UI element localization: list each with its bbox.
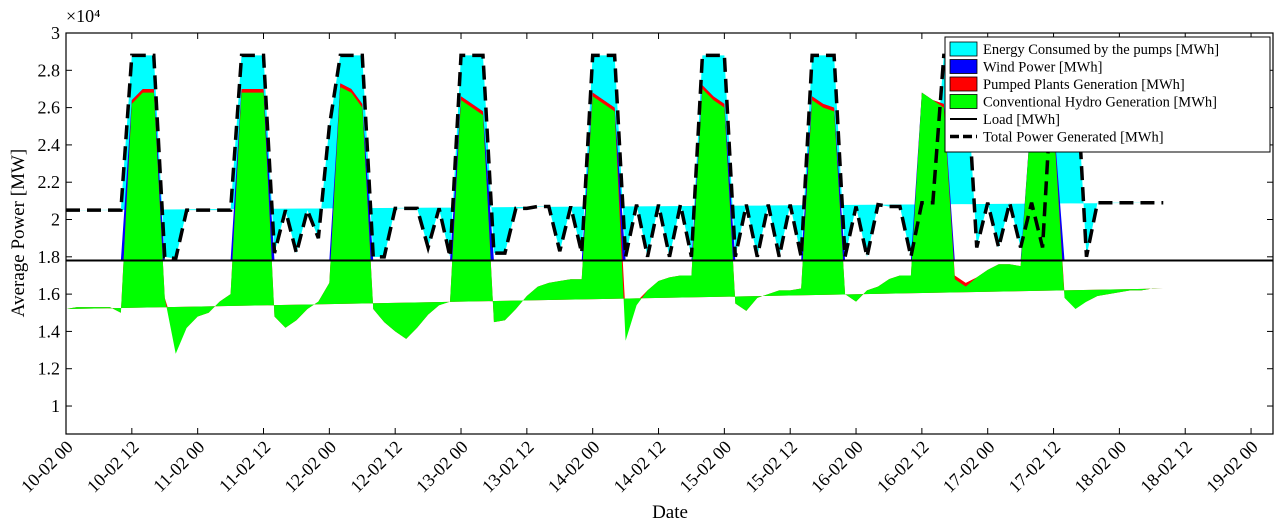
y-tick-label: 2 [51, 210, 60, 230]
x-tick-label: 19-02 00 [1202, 437, 1262, 497]
x-tick-label: 16-02 00 [807, 437, 867, 497]
y-tick-label: 2.4 [38, 135, 61, 155]
legend-label-wind: Wind Power [MWh] [983, 60, 1102, 76]
y-tick-label: 1.6 [38, 284, 61, 304]
y-tick-label: 1.8 [38, 247, 61, 267]
x-tick-label: 10-02 12 [83, 437, 143, 497]
y-tick-label: 1 [51, 396, 60, 416]
legend-label-load: Load [MWh] [983, 112, 1060, 128]
x-tick-label: 16-02 12 [873, 437, 933, 497]
x-tick-label: 15-02 12 [741, 437, 801, 497]
legend-label-pumps: Energy Consumed by the pumps [MWh] [983, 42, 1219, 58]
plot-areas [66, 55, 1164, 354]
legend-label-total: Total Power Generated [MWh] [983, 130, 1164, 146]
y-axis-title: Average Power [MW] [8, 149, 29, 317]
x-tick-label: 14-02 00 [544, 437, 604, 497]
x-tick-label: 17-02 12 [1005, 437, 1065, 497]
legend-label-pumped_gen: Pumped Plants Generation [MWh] [983, 77, 1185, 93]
x-tick-label: 13-02 00 [412, 437, 472, 497]
x-tick-label: 12-02 00 [280, 437, 340, 497]
legend-swatch-pumps [949, 41, 978, 57]
y-tick-label: 1.2 [38, 359, 61, 379]
legend: Energy Consumed by the pumps [MWh] Wind P… [944, 36, 1271, 153]
x-tick-label: 18-02 12 [1136, 437, 1196, 497]
y-tick-label: 3 [51, 23, 60, 43]
legend-swatch-pumped_gen [949, 76, 978, 92]
y-exponent-label: ×10⁴ [66, 6, 100, 26]
legend-box [944, 36, 1271, 153]
area-conventional-hydro [66, 87, 1164, 354]
x-tick-label: 17-02 00 [939, 437, 999, 497]
y-axis: 1 1.2 1.4 1.6 1.8 2 2.2 2.4 2.6 2.8 3 [38, 23, 1273, 416]
x-tick-label: 11-02 12 [215, 437, 274, 496]
x-tick-label: 12-02 12 [346, 437, 406, 497]
legend-swatch-hydro [949, 94, 978, 109]
plot-frame [65, 32, 1274, 435]
legend-label-hydro: Conventional Hydro Generation [MWh] [983, 95, 1217, 111]
x-tick-label: 14-02 12 [610, 437, 670, 497]
legend-swatch-wind [949, 59, 978, 74]
y-tick-label: 2.8 [38, 60, 61, 80]
y-tick-label: 2.2 [38, 172, 61, 192]
total-power-line [66, 53, 1164, 261]
y-tick-label: 1.4 [38, 321, 61, 341]
x-tick-label: 11-02 00 [149, 437, 208, 496]
plot-lines [66, 53, 1273, 262]
x-tick-label: 18-02 00 [1070, 437, 1130, 497]
x-tick-label: 15-02 00 [675, 437, 735, 497]
x-tick-label: 10-02 00 [17, 437, 77, 497]
x-axis-title: Date [652, 502, 688, 523]
x-tick-label: 13-02 12 [478, 437, 538, 497]
y-tick-label: 2.6 [38, 98, 61, 118]
